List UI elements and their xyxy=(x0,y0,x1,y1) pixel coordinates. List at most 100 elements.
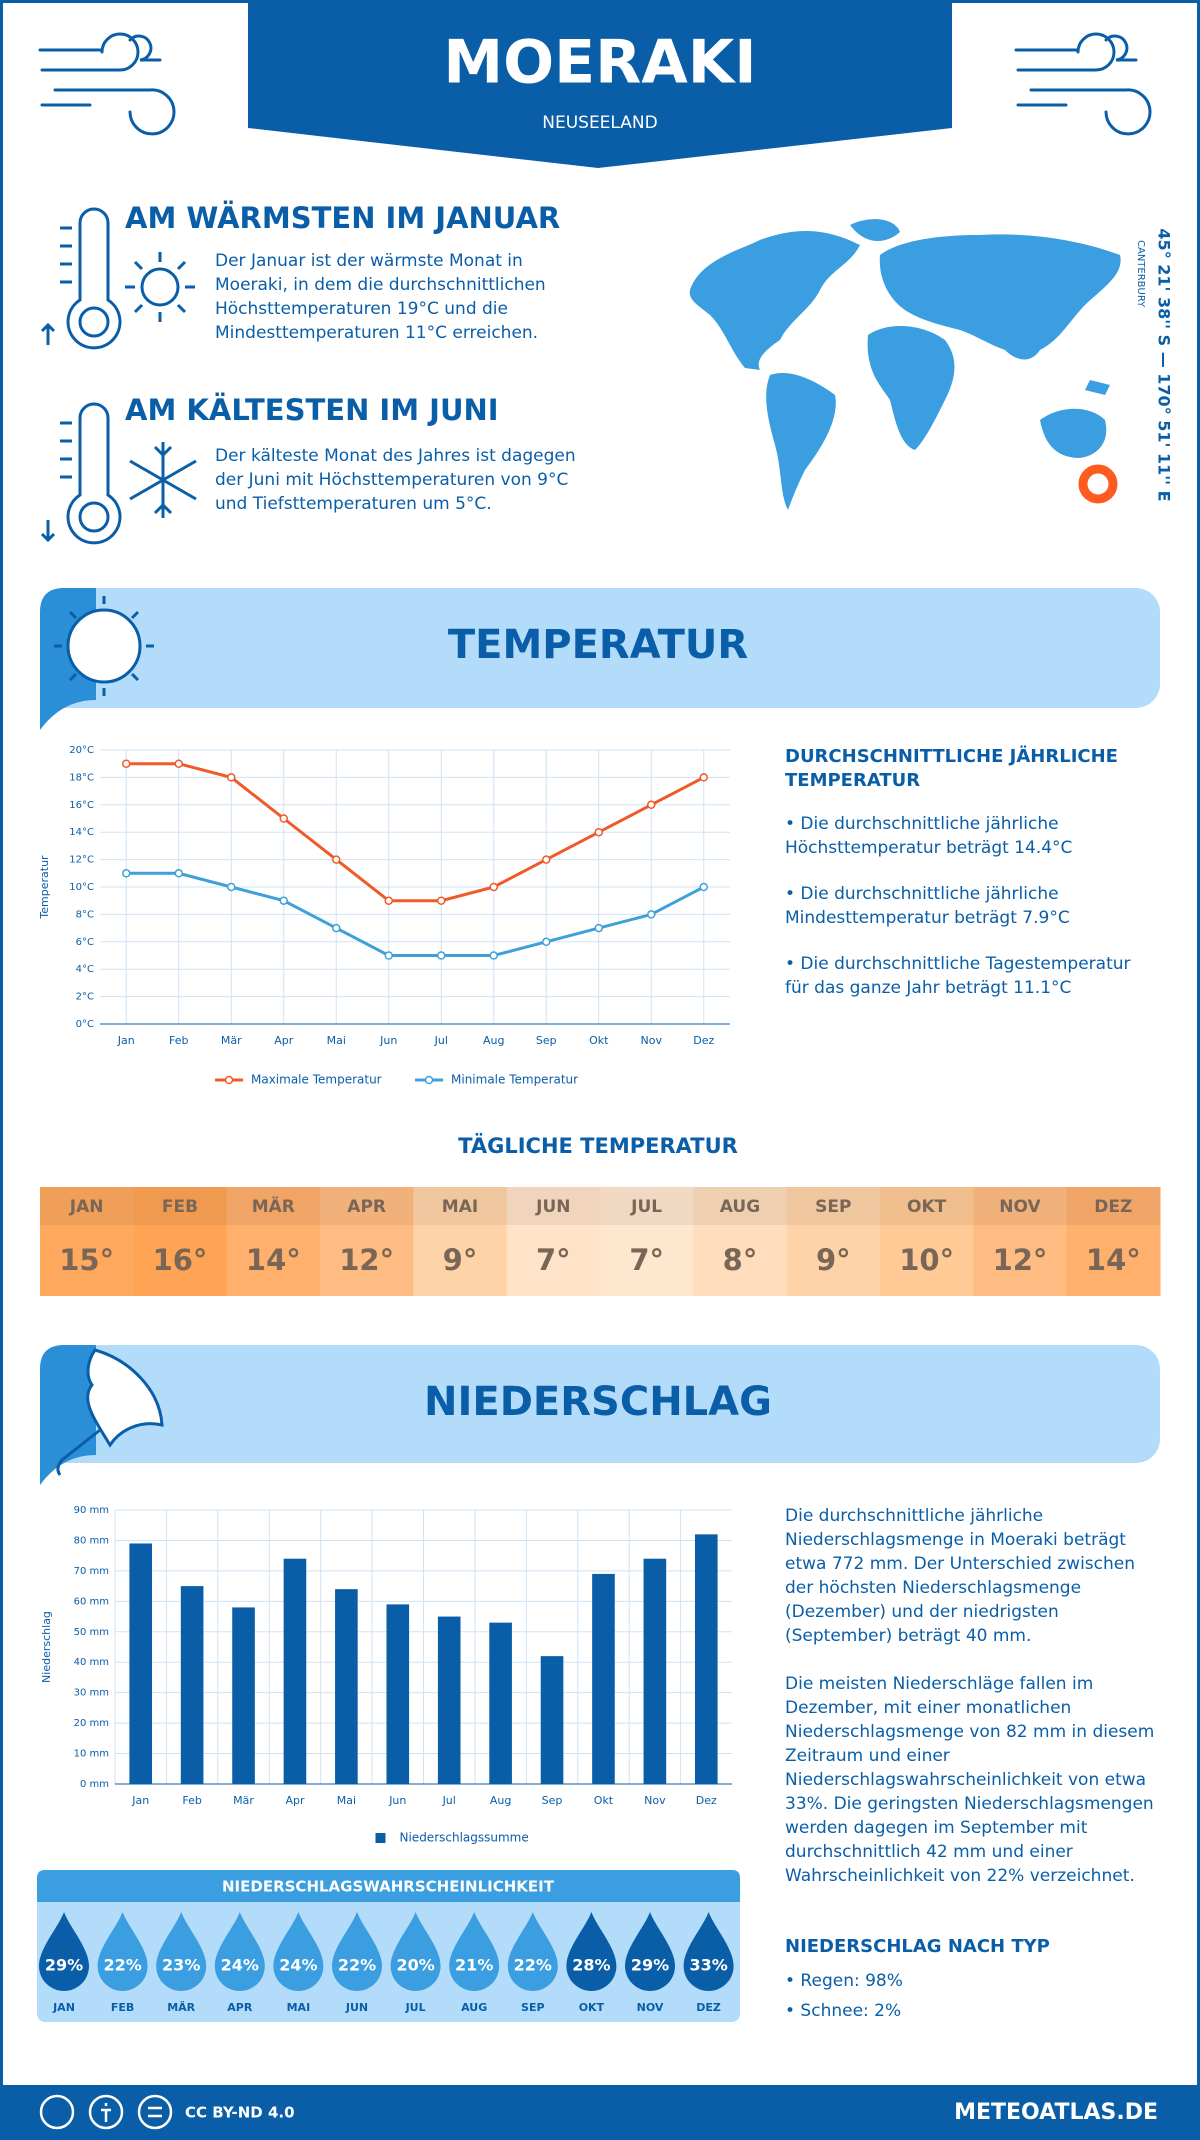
header-cell xyxy=(133,1187,228,1225)
drop xyxy=(273,1912,324,1991)
point xyxy=(542,937,551,947)
y-tick-label: 0 mm xyxy=(80,1779,109,1790)
temp-value: 14° xyxy=(1086,1243,1141,1277)
y-tick-label: 10 mm xyxy=(74,1749,109,1760)
country: NEUSEELAND xyxy=(542,113,657,133)
probability-header xyxy=(37,1870,740,1902)
x-tick-label: Nov xyxy=(644,1794,666,1807)
type-item: • Regen: 98% xyxy=(785,1971,903,1991)
value-cell xyxy=(40,1225,134,1296)
probability-value: 33% xyxy=(689,1956,727,1975)
header-cell xyxy=(226,1187,321,1225)
precipitation-text: Die durchschnittliche jährliche Niedersc… xyxy=(785,1504,1155,1912)
drop xyxy=(214,1912,265,1992)
month-label: NOV xyxy=(999,1197,1041,1217)
point xyxy=(384,896,393,905)
line xyxy=(126,871,705,957)
y-tick-label: 30 mm xyxy=(74,1688,109,1699)
header-cell xyxy=(973,1187,1068,1225)
x-tick-label: Dez xyxy=(693,1034,714,1047)
x-tick-label: Sep xyxy=(542,1794,563,1807)
month-label: DEZ xyxy=(1094,1197,1132,1217)
summary-item: • Die durchschnittliche jährliche Mindes… xyxy=(785,884,1070,928)
value-cell xyxy=(600,1225,694,1296)
y-tick-label: 18°C xyxy=(69,772,94,783)
value-cell xyxy=(880,1225,974,1296)
x-tick-label: Aug xyxy=(483,1034,504,1047)
probability-value: 24% xyxy=(279,1956,317,1975)
month-label: FEB xyxy=(162,1197,198,1217)
x-tick-label: Aug xyxy=(490,1794,511,1807)
drop xyxy=(390,1912,441,1991)
point xyxy=(227,773,236,782)
wind-icons xyxy=(38,32,1152,136)
month-label: JUL xyxy=(405,2001,426,2014)
world-map xyxy=(689,219,1121,510)
y-tick-label: 14°C xyxy=(69,827,94,838)
y-axis-label: Temperatur xyxy=(38,855,51,920)
y-tick-label: 6°C xyxy=(76,937,94,948)
probability-value: 23% xyxy=(162,1956,200,1975)
y-tick-label: 40 mm xyxy=(74,1657,109,1668)
point xyxy=(122,869,131,878)
temp-value: 14° xyxy=(246,1243,301,1277)
probability-value: 22% xyxy=(103,1956,141,1975)
site: METEOATLAS.DE xyxy=(954,2100,1158,2125)
summary-item: • Die durchschnittliche jährliche Höchst… xyxy=(785,814,1073,858)
umbrella-icon xyxy=(56,1348,164,1476)
point xyxy=(174,869,183,878)
month-label: MÄR xyxy=(252,1195,295,1217)
section-title: NIEDERSCHLAG xyxy=(424,1379,772,1425)
drop xyxy=(156,1912,207,1991)
probability-value: 29% xyxy=(631,1956,669,1975)
header-cell xyxy=(1066,1187,1161,1225)
value-cell xyxy=(506,1225,601,1296)
daily-title: TÄGLICHE TEMPERATUR xyxy=(458,1133,738,1158)
legend-swatch xyxy=(375,1833,386,1843)
month-label: NOV xyxy=(637,2001,664,2014)
legend-label: Maximale Temperatur xyxy=(251,1073,382,1087)
temp-value: 9° xyxy=(816,1243,851,1277)
section-title: TEMPERATUR xyxy=(448,622,748,668)
drop xyxy=(449,1912,500,1991)
sun-icon xyxy=(54,596,154,696)
value-cell xyxy=(1066,1225,1161,1296)
temp-value: 16° xyxy=(153,1243,208,1277)
region: CANTERBURY xyxy=(1135,240,1146,308)
month-label: AUG xyxy=(720,1197,760,1217)
point xyxy=(699,882,708,892)
bar xyxy=(283,1558,307,1784)
y-tick-label: 12°C xyxy=(69,855,94,866)
value-cell xyxy=(786,1225,881,1296)
city-title: MOERAKI xyxy=(443,28,756,98)
month-label: OKT xyxy=(579,2001,605,2014)
bar xyxy=(129,1543,153,1784)
y-tick-label: 8°C xyxy=(76,909,94,920)
coldest-text: Der kälteste Monat des Jahres ist dagege… xyxy=(215,446,576,514)
header-banner xyxy=(248,0,952,168)
month-label: APR xyxy=(347,1197,386,1217)
value-cell xyxy=(133,1225,228,1296)
y-tick-label: 80 mm xyxy=(74,1535,109,1546)
y-tick-label: 60 mm xyxy=(74,1596,109,1607)
bar xyxy=(180,1586,204,1784)
coordinates: 45° 21' 38'' S — 170° 51' 11'' E xyxy=(1155,228,1174,501)
y-tick-label: 0°C xyxy=(76,1019,94,1030)
header-cell xyxy=(600,1187,694,1225)
temp-value: 9° xyxy=(443,1243,478,1277)
y-tick-label: 20°C xyxy=(69,745,94,756)
temp-value: 8° xyxy=(723,1243,758,1277)
bar xyxy=(489,1622,512,1784)
bar xyxy=(335,1589,358,1784)
header-cell xyxy=(786,1187,881,1225)
legend-label: Minimale Temperatur xyxy=(451,1073,578,1087)
point xyxy=(279,814,288,823)
y-tick-label: 16°C xyxy=(69,800,94,811)
temp-value: 12° xyxy=(339,1243,394,1277)
x-tick-label: Okt xyxy=(589,1034,609,1047)
point xyxy=(647,910,656,919)
y-tick-label: 70 mm xyxy=(74,1566,109,1577)
probability-value: 28% xyxy=(572,1956,610,1975)
probability-title: NIEDERSCHLAGSWAHRSCHEINLICHKEIT xyxy=(222,1878,555,1896)
